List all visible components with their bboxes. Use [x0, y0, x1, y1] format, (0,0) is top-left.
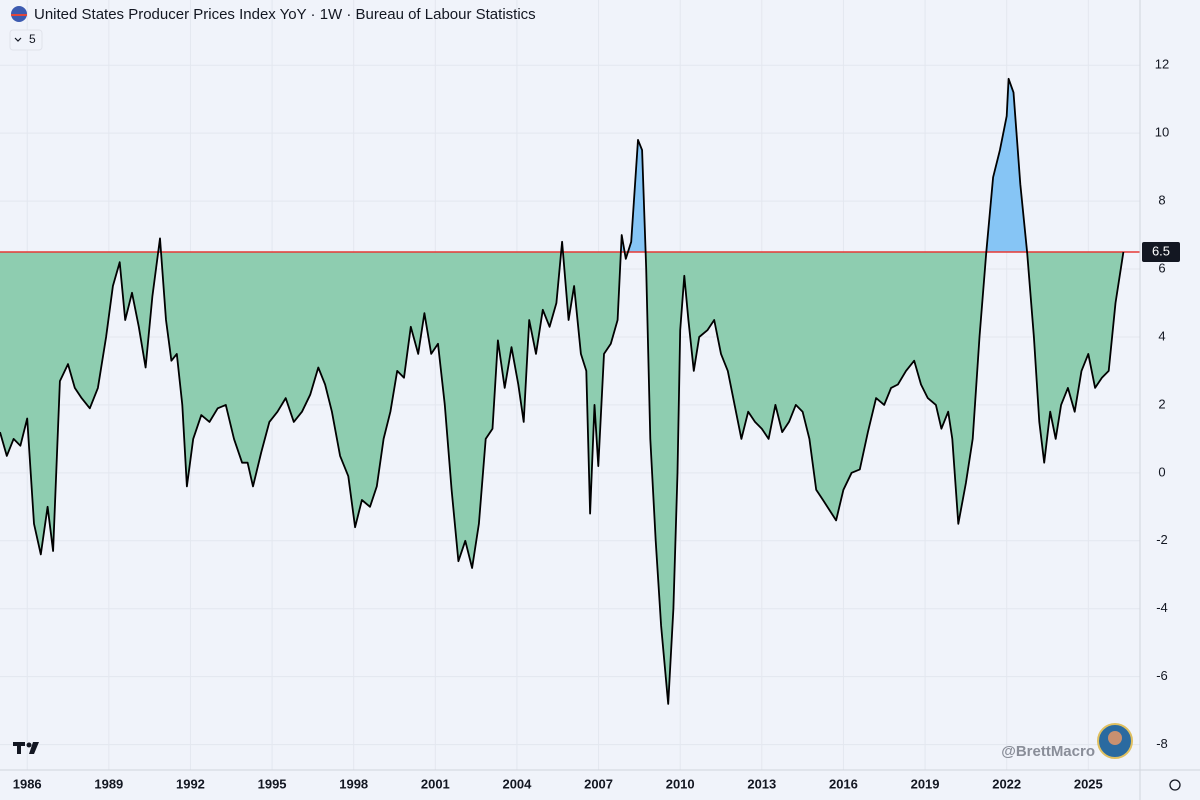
y-tick-label: 0 — [1158, 464, 1165, 479]
y-tick-label: -8 — [1156, 736, 1168, 751]
y-tick-label: 10 — [1155, 125, 1169, 140]
axes: -8 -6 -4 -2 0 2 4 6 8 10 12 1986 1989 1992 1995 1998 200… — [13, 57, 1180, 791]
y-tick-label: 2 — [1158, 396, 1165, 411]
x-tick-label: 2025 — [1074, 776, 1103, 791]
y-tick-label: 12 — [1155, 57, 1169, 72]
x-tick-label: 2022 — [992, 776, 1021, 791]
y-tick-label: -2 — [1156, 532, 1168, 547]
x-tick-label: 1998 — [339, 776, 368, 791]
reference-label: 6.5 — [1152, 243, 1170, 258]
chart-title: United States Producer Prices Index YoY … — [34, 6, 536, 23]
series-line — [0, 77, 1125, 705]
y-tick-label: 8 — [1158, 193, 1165, 208]
chevron — [14, 37, 22, 42]
x-tick-label: 2004 — [502, 776, 532, 791]
settings-icon[interactable] — [1169, 779, 1181, 791]
tv-logo — [13, 742, 39, 754]
x-tick-label: 2016 — [829, 776, 858, 791]
x-tick-label: 1992 — [176, 776, 205, 791]
avatar-face — [1108, 731, 1122, 745]
plot — [0, 77, 1140, 705]
x-tick-label: 2010 — [666, 776, 695, 791]
flag-stripe — [11, 14, 27, 16]
reference-label-box — [1142, 242, 1180, 263]
x-tick-label: 2007 — [584, 776, 613, 791]
x-tick-label: 2013 — [747, 776, 776, 791]
y-tick-label: 6 — [1158, 260, 1165, 275]
area-above — [0, 78, 1124, 253]
x-tick-label: 1986 — [13, 776, 42, 791]
indicator-toggle[interactable]: 5 — [29, 32, 36, 46]
x-tick-label: 2001 — [421, 776, 450, 791]
watermark: @BrettMacro — [1001, 743, 1095, 760]
y-tick-label: -4 — [1156, 600, 1168, 615]
x-tick-label: 2019 — [911, 776, 940, 791]
x-tick-label: 1995 — [258, 776, 287, 791]
indicator-toggle-box[interactable] — [9, 29, 43, 51]
y-tick-label: -6 — [1156, 668, 1168, 683]
area-below — [0, 252, 1124, 704]
y-tick-label: 4 — [1158, 328, 1165, 343]
x-tick-label: 1989 — [94, 776, 123, 791]
